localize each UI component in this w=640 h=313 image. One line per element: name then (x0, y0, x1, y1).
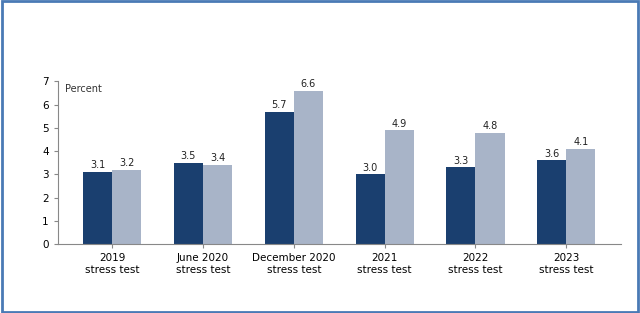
Text: 5.7: 5.7 (271, 100, 287, 110)
Text: 3.2: 3.2 (119, 158, 134, 168)
Bar (294, 91, 323, 244)
Bar (476, 132, 504, 244)
Bar (356, 174, 385, 244)
Bar (566, 149, 595, 244)
Text: Figure D. Cumulative consumer and wholesale loss rate through stressed minimum, : Figure D. Cumulative consumer and wholes… (10, 17, 592, 27)
Bar (385, 130, 413, 244)
Bar (174, 163, 203, 244)
Text: 3.4: 3.4 (210, 153, 225, 163)
Text: adverse scenario: adverse scenario (10, 47, 117, 57)
Text: Percent: Percent (65, 84, 102, 94)
Text: 4.8: 4.8 (483, 121, 498, 131)
Bar (203, 165, 232, 244)
Text: 3.0: 3.0 (362, 163, 378, 173)
Bar (446, 167, 476, 244)
Text: 4.1: 4.1 (573, 137, 588, 147)
Text: 4.9: 4.9 (392, 119, 407, 129)
Bar (265, 112, 294, 244)
Bar (537, 161, 566, 244)
Text: 3.3: 3.3 (453, 156, 468, 166)
Text: 6.6: 6.6 (301, 79, 316, 89)
Text: 3.5: 3.5 (180, 151, 196, 161)
Bar (83, 172, 112, 244)
Text: 3.6: 3.6 (544, 149, 559, 159)
Bar (112, 170, 141, 244)
Text: 3.1: 3.1 (90, 161, 105, 171)
